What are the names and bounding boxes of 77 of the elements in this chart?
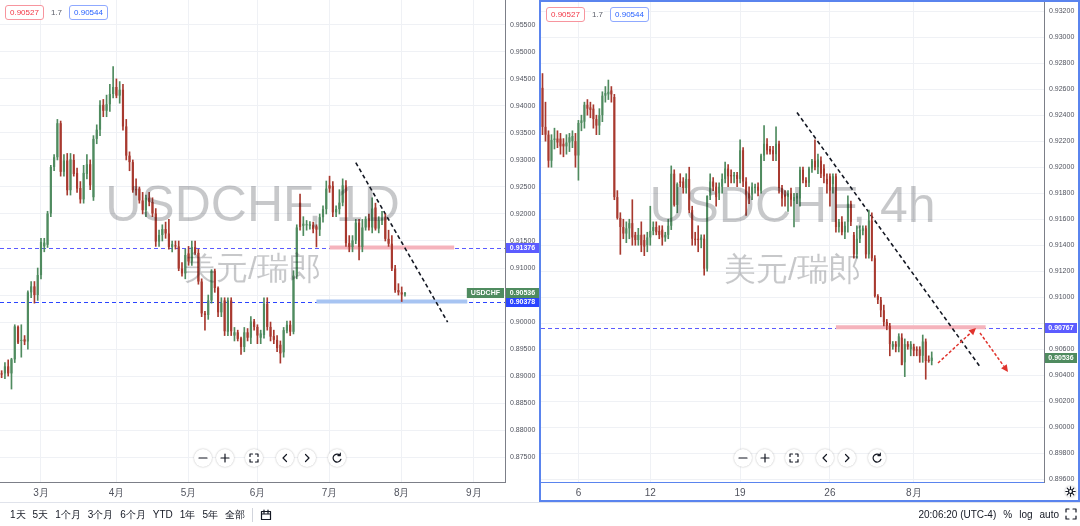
candlestick xyxy=(246,328,249,342)
candlestick xyxy=(0,370,3,379)
text: YTD xyxy=(152,509,173,520)
text: 5年 xyxy=(202,507,218,522)
candlestick xyxy=(775,126,778,162)
candlestick xyxy=(23,335,26,346)
annotation: 0.90527 xyxy=(5,5,44,20)
x-tick-label: 4月 xyxy=(108,486,125,498)
candlestick xyxy=(586,99,589,116)
candlestick xyxy=(118,81,121,104)
annotation: 0.90544 xyxy=(610,7,649,22)
candlestick xyxy=(565,134,568,155)
candlestick xyxy=(102,99,105,118)
candlestick xyxy=(69,153,72,196)
candlestick xyxy=(574,133,577,168)
candlestick xyxy=(115,78,118,99)
candlestick xyxy=(631,199,634,246)
candlestick xyxy=(903,338,906,377)
text: 1年 xyxy=(179,507,196,522)
candlestick xyxy=(289,320,292,336)
candlestick xyxy=(559,133,562,155)
x-tick-label: 19 xyxy=(734,486,747,498)
text: 全部 xyxy=(224,507,245,522)
annotation: 1.7 xyxy=(49,5,64,20)
text: 20:06:20 (UTC-4) xyxy=(918,509,997,520)
candlestick xyxy=(233,327,236,342)
candlestick xyxy=(640,221,643,253)
candlestick xyxy=(59,120,62,177)
candlestick xyxy=(924,338,927,380)
candlestick xyxy=(592,104,595,129)
candlestick xyxy=(894,341,897,353)
candlestick xyxy=(571,130,574,149)
candlestick xyxy=(177,240,180,272)
x-tick-label: 7月 xyxy=(321,486,338,498)
candlestick xyxy=(550,134,553,168)
x-tick-label: 5月 xyxy=(180,486,197,498)
text: 3个月 xyxy=(87,507,114,522)
text: 1个月 xyxy=(55,507,81,522)
candlestick xyxy=(891,341,894,350)
candlestick xyxy=(66,153,69,196)
candlestick xyxy=(921,334,924,363)
text: % xyxy=(1003,509,1013,520)
candlestick xyxy=(897,333,900,353)
x-tick-label: 9月 xyxy=(466,486,482,498)
candlestick xyxy=(223,297,226,336)
x-tick-label: 6 xyxy=(575,486,582,498)
text: 6个月 xyxy=(120,507,146,522)
x-tick-label: 26 xyxy=(824,486,836,498)
x-tick-label: 3月 xyxy=(33,486,49,498)
candlestick xyxy=(577,120,580,181)
candlestick xyxy=(900,333,903,366)
candlestick xyxy=(625,221,628,243)
candlestick xyxy=(589,101,592,119)
candlestick xyxy=(20,324,23,358)
candlestick xyxy=(243,327,246,353)
x-tick-label: 12 xyxy=(644,486,657,498)
annotation: 1.7 xyxy=(590,7,605,22)
annotation: 0.90527 xyxy=(546,7,585,22)
candlestick xyxy=(583,101,586,129)
candlestick xyxy=(912,343,915,357)
candlestick xyxy=(7,359,10,377)
candlestick xyxy=(906,341,909,350)
candlestick xyxy=(220,297,223,317)
text: auto xyxy=(1039,509,1059,520)
x-tick-label: 8月 xyxy=(905,486,922,498)
text: log xyxy=(1019,509,1033,520)
annotation: 0.90544 xyxy=(69,5,108,20)
candlestick xyxy=(918,346,921,363)
candlestick xyxy=(909,341,912,357)
x-tick-label: 8月 xyxy=(393,486,410,498)
text: 5天 xyxy=(32,507,49,522)
text: 1天 xyxy=(10,507,26,522)
candlestick xyxy=(568,133,571,152)
x-tick-label: 6月 xyxy=(249,486,266,498)
candlestick xyxy=(637,228,640,246)
candlestick xyxy=(628,218,631,240)
candlestick xyxy=(33,281,36,304)
